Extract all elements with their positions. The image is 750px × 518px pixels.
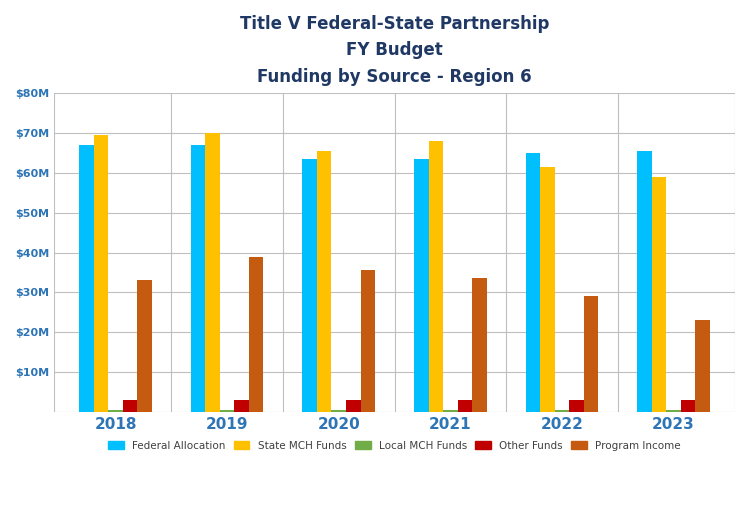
- Bar: [414, 159, 428, 412]
- Bar: [206, 133, 220, 412]
- Bar: [638, 151, 652, 412]
- Bar: [540, 167, 555, 412]
- Bar: [555, 410, 569, 412]
- Bar: [569, 400, 584, 412]
- Bar: [443, 410, 458, 412]
- Bar: [235, 400, 249, 412]
- Bar: [472, 279, 487, 412]
- Bar: [220, 410, 235, 412]
- Bar: [123, 400, 137, 412]
- Bar: [428, 141, 443, 412]
- Bar: [332, 410, 346, 412]
- Bar: [249, 256, 263, 412]
- Bar: [302, 159, 317, 412]
- Bar: [584, 296, 598, 412]
- Bar: [137, 280, 152, 412]
- Legend: Federal Allocation, State MCH Funds, Local MCH Funds, Other Funds, Program Incom: Federal Allocation, State MCH Funds, Loc…: [104, 437, 685, 455]
- Bar: [80, 145, 94, 412]
- Bar: [695, 320, 710, 412]
- Bar: [458, 400, 472, 412]
- Bar: [94, 135, 108, 412]
- Title: Title V Federal-State Partnership
FY Budget
Funding by Source - Region 6: Title V Federal-State Partnership FY Bud…: [240, 15, 549, 86]
- Bar: [317, 151, 332, 412]
- Bar: [190, 145, 206, 412]
- Bar: [681, 400, 695, 412]
- Bar: [361, 270, 375, 412]
- Bar: [652, 177, 666, 412]
- Bar: [108, 410, 123, 412]
- Bar: [666, 410, 681, 412]
- Bar: [346, 400, 361, 412]
- Bar: [526, 153, 540, 412]
